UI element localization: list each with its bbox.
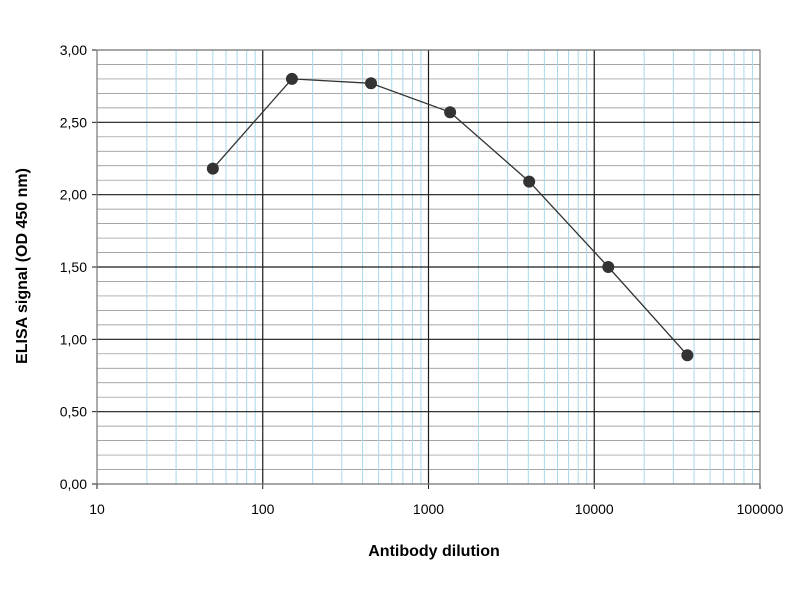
x-tick-label: 10 <box>89 501 105 517</box>
x-tick-label: 10000 <box>575 501 614 517</box>
data-point <box>206 162 219 175</box>
y-tick-label: 0,00 <box>60 476 87 492</box>
x-axis-title: Antibody dilution <box>368 543 500 560</box>
data-point <box>365 77 378 90</box>
data-point <box>444 106 457 119</box>
data-point <box>523 175 536 188</box>
data-point <box>681 349 694 362</box>
x-axis-tick-labels: 10 100 1000 10000 100000 <box>89 501 783 517</box>
data-point <box>602 261 615 273</box>
y-tick-label: 3,00 <box>60 42 87 58</box>
y-tick-label: 0,50 <box>60 404 87 420</box>
y-axis-title: ELISA signal (OD 450 nm) <box>14 168 31 364</box>
data-point <box>285 72 298 85</box>
x-tick-label: 100000 <box>737 501 784 517</box>
major-grid <box>92 49 761 489</box>
x-tick-label: 100 <box>251 501 275 517</box>
data-points <box>206 72 694 362</box>
y-tick-label: 1,50 <box>60 259 87 275</box>
plot-area-border <box>96 49 761 485</box>
x-tick-label: 1000 <box>413 501 444 517</box>
y-tick-label: 1,00 <box>60 331 87 347</box>
y-tick-label: 2,50 <box>60 114 87 130</box>
y-axis-tick-labels: 0,00 0,50 1,00 1,50 2,00 2,50 3,00 <box>60 42 87 492</box>
series-line <box>212 78 688 356</box>
y-tick-label: 2,00 <box>60 187 87 203</box>
